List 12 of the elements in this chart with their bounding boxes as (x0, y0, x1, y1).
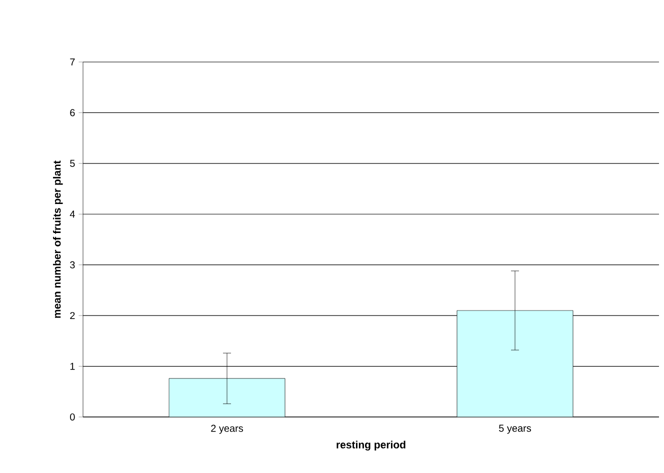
x-axis-title: resting period (336, 440, 406, 451)
y-axis-title: mean number of fruits per plant (52, 160, 63, 318)
y-tick-label: 6 (70, 109, 75, 116)
x-tick-label: 5 years (499, 424, 532, 434)
y-tick-label: 0 (70, 413, 75, 421)
y-tick-label: 1 (70, 362, 75, 370)
y-tick-label: 2 (70, 312, 75, 320)
y-tick-label: 7 (70, 58, 75, 66)
x-tick-label: 2 years (211, 424, 244, 434)
y-tick-label: 4 (70, 210, 75, 218)
y-tick-label: 3 (70, 261, 75, 268)
y-tick-label: 5 (70, 160, 75, 167)
